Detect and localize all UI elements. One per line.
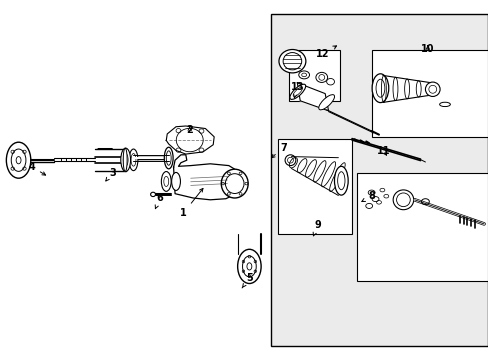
Ellipse shape: [123, 148, 127, 171]
Text: 5: 5: [242, 273, 252, 288]
Ellipse shape: [129, 149, 138, 171]
Ellipse shape: [121, 148, 130, 171]
Text: 8: 8: [361, 191, 374, 202]
Text: 1: 1: [180, 188, 203, 218]
Text: 6: 6: [155, 193, 163, 209]
Bar: [277, 139, 351, 234]
Text: 11: 11: [376, 146, 390, 156]
Ellipse shape: [278, 50, 305, 73]
Ellipse shape: [164, 147, 173, 169]
Ellipse shape: [326, 78, 334, 85]
Polygon shape: [173, 155, 234, 200]
Ellipse shape: [237, 249, 261, 284]
Ellipse shape: [289, 84, 305, 99]
Bar: [356, 173, 487, 281]
Ellipse shape: [425, 82, 439, 96]
Bar: [271, 14, 487, 346]
Ellipse shape: [171, 172, 180, 190]
Ellipse shape: [371, 74, 388, 103]
Bar: [289, 50, 339, 101]
Text: 3: 3: [105, 168, 116, 181]
Text: 12: 12: [315, 46, 336, 59]
Ellipse shape: [6, 142, 31, 178]
Ellipse shape: [371, 197, 378, 202]
Ellipse shape: [298, 71, 309, 79]
Ellipse shape: [318, 95, 334, 110]
Text: 7: 7: [271, 143, 286, 158]
Text: 9: 9: [312, 220, 321, 236]
Text: 10: 10: [420, 44, 434, 54]
Ellipse shape: [150, 192, 155, 197]
Bar: [371, 50, 487, 137]
Ellipse shape: [367, 190, 374, 195]
Text: 13: 13: [290, 82, 304, 98]
Polygon shape: [166, 126, 214, 154]
Ellipse shape: [334, 166, 347, 195]
Polygon shape: [297, 83, 328, 111]
Text: 4: 4: [28, 162, 45, 175]
Ellipse shape: [285, 155, 295, 166]
Ellipse shape: [161, 172, 171, 192]
Ellipse shape: [315, 72, 327, 82]
Text: 2: 2: [186, 125, 193, 135]
Ellipse shape: [221, 169, 248, 198]
Ellipse shape: [392, 190, 413, 210]
Ellipse shape: [365, 203, 372, 208]
